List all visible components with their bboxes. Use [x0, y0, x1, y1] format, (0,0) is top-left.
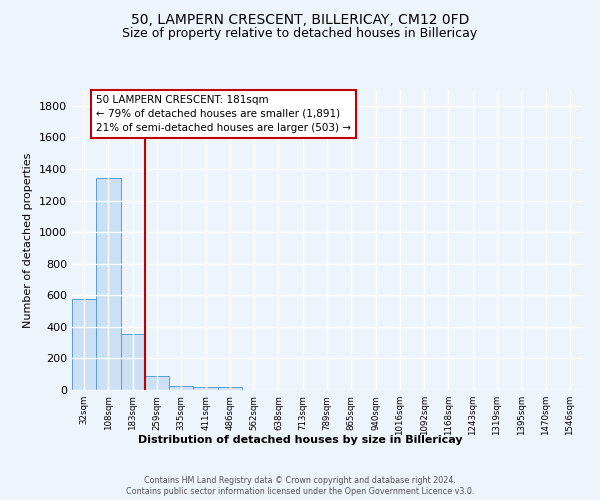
Text: Contains public sector information licensed under the Open Government Licence v3: Contains public sector information licen… — [126, 488, 474, 496]
Text: Distribution of detached houses by size in Billericay: Distribution of detached houses by size … — [137, 435, 463, 445]
Text: Contains HM Land Registry data © Crown copyright and database right 2024.: Contains HM Land Registry data © Crown c… — [144, 476, 456, 485]
Y-axis label: Number of detached properties: Number of detached properties — [23, 152, 34, 328]
Text: 50, LAMPERN CRESCENT, BILLERICAY, CM12 0FD: 50, LAMPERN CRESCENT, BILLERICAY, CM12 0… — [131, 12, 469, 26]
Bar — [121, 334, 145, 390]
Bar — [96, 178, 121, 390]
Bar — [218, 387, 242, 390]
Text: 50 LAMPERN CRESCENT: 181sqm
← 79% of detached houses are smaller (1,891)
21% of : 50 LAMPERN CRESCENT: 181sqm ← 79% of det… — [96, 94, 351, 132]
Bar — [193, 387, 218, 390]
Bar — [169, 386, 193, 390]
Text: Size of property relative to detached houses in Billericay: Size of property relative to detached ho… — [122, 28, 478, 40]
Bar — [72, 299, 96, 390]
Bar — [145, 376, 169, 390]
